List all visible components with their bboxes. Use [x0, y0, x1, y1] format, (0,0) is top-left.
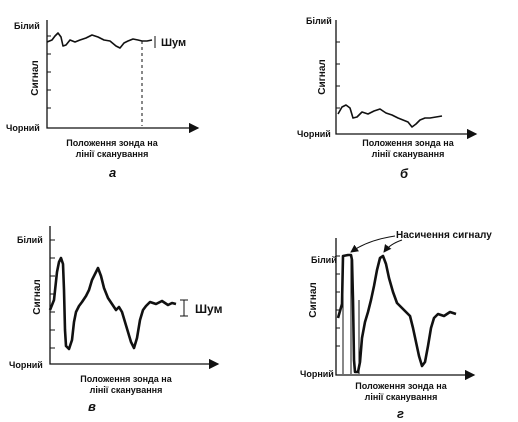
panel-a-y-top: Білий: [14, 21, 40, 31]
panel-a-x-label-2: лінії сканування: [76, 149, 149, 159]
panel-g-y-bottom: Чорний: [300, 369, 334, 379]
panel-a-ticks: [47, 35, 51, 109]
panel-b-axes: [335, 20, 478, 140]
panel-v: Шум Білий Чорний Сигнал Положення зонда …: [9, 226, 223, 414]
panel-v-y-top: Білий: [17, 235, 43, 245]
panel-b-y-axis-label: Сигнал: [317, 59, 328, 95]
panel-v-letter: в: [88, 399, 96, 414]
panel-g-axes: [335, 238, 476, 381]
panel-g-saturation-arrow-1: [350, 235, 396, 253]
panel-g-y-axis-label: Сигнал: [308, 282, 319, 318]
panel-g: Насичення сигналу Білий Чорний Сигнал По…: [300, 230, 492, 421]
panel-v-axes: [49, 226, 220, 370]
panel-g-y-top: Білий: [311, 255, 337, 265]
panel-b-x-label-1: Положення зонда на: [362, 138, 454, 148]
panel-a-x-label-1: Положення зонда на: [66, 138, 158, 148]
panel-b-x-label-2: лінії сканування: [372, 149, 445, 159]
panel-b-letter: б: [400, 166, 409, 181]
panel-a-noise-label: Шум: [161, 37, 186, 49]
panel-b-y-bottom: Чорний: [297, 129, 331, 139]
panel-g-letter: г: [397, 406, 404, 421]
panel-g-saturation-arrow-2: [383, 239, 403, 253]
panel-v-x-label-2: лінії сканування: [90, 385, 163, 395]
panel-a-signal: [46, 32, 153, 49]
panel-a-letter: а: [109, 165, 116, 180]
panel-g-signal: [336, 253, 457, 374]
panel-v-signal: [48, 256, 177, 351]
panel-v-y-axis-label: Сигнал: [32, 279, 43, 315]
panel-b-y-top: Білий: [306, 16, 332, 26]
panel-v-noise-label: Шум: [195, 302, 223, 316]
panel-b: Білий Чорний Сигнал Положення зонда на л…: [297, 16, 478, 181]
panel-a: Шум Білий Чорний Сигнал Положення зонда …: [6, 20, 200, 180]
panel-g-x-label-1: Положення зонда на: [355, 381, 447, 391]
panel-v-x-label-1: Положення зонда на: [80, 374, 172, 384]
panel-b-signal: [337, 104, 443, 128]
panel-b-ticks: [336, 41, 340, 109]
panel-g-x-label-2: лінії сканування: [365, 392, 438, 402]
panel-v-y-bottom: Чорний: [9, 360, 43, 370]
panel-a-y-bottom: Чорний: [6, 123, 40, 133]
panel-g-saturation-label: Насичення сигналу: [396, 230, 492, 241]
panel-a-axes: [46, 20, 200, 134]
panel-a-y-axis-label: Сигнал: [30, 60, 41, 96]
